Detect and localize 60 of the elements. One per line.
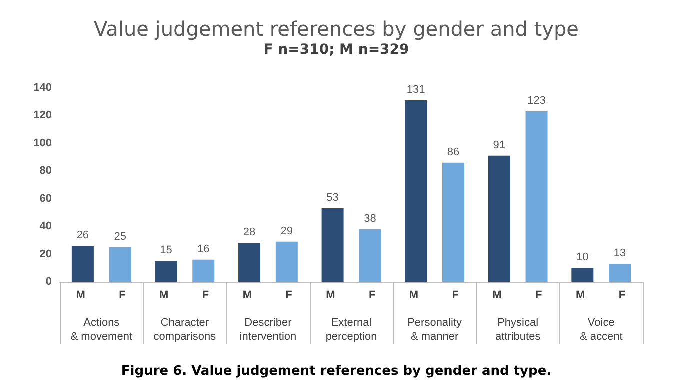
y-tick-label: 80 — [40, 165, 52, 178]
x-tick-label: Describer intervention — [240, 317, 297, 343]
text: F — [452, 290, 459, 302]
data-label: 10 — [576, 252, 589, 264]
text: F — [618, 290, 626, 302]
chart-title: Value judgement references by gender and type — [94, 17, 579, 41]
caption: Figure 6. Value judgement references by gender and type. — [121, 364, 552, 379]
text: M — [409, 290, 419, 302]
data-label: 13 — [614, 247, 626, 260]
y-tick-label: 40 — [40, 220, 52, 233]
bar — [572, 268, 594, 282]
text: M — [242, 290, 252, 302]
y-tick-label: 20 — [40, 248, 52, 260]
data-label: 16 — [198, 243, 210, 256]
y-tick-label: 120 — [34, 110, 52, 122]
chart-subtitle: F n=310; M n=329 — [264, 42, 410, 58]
data-label: 131 — [406, 84, 426, 96]
y-tick-label: 100 — [34, 137, 52, 150]
text: F — [202, 290, 210, 302]
data-label: 123 — [528, 95, 546, 108]
bar — [192, 260, 215, 282]
bar — [238, 243, 261, 282]
bar — [359, 229, 382, 282]
x-tick-label: External perception — [326, 317, 378, 343]
bar — [155, 261, 178, 282]
data-label: 26 — [76, 229, 90, 242]
bar — [109, 247, 132, 282]
x-tick-label: Personality & manner — [408, 317, 462, 343]
text: F — [536, 290, 542, 302]
bar — [276, 242, 298, 282]
text: M — [576, 290, 586, 302]
bar — [405, 100, 428, 282]
data-label: 91 — [493, 139, 506, 152]
x-tick-label: Actions & movement — [70, 317, 133, 343]
text: F — [286, 290, 292, 302]
data-label: 25 — [114, 230, 126, 243]
series-label: F — [119, 290, 126, 302]
bar — [322, 208, 344, 282]
data-label: 53 — [326, 192, 339, 204]
text: M — [160, 290, 169, 302]
bar — [609, 264, 632, 282]
text: F — [368, 290, 376, 302]
bar — [488, 156, 510, 282]
data-label: 86 — [447, 146, 460, 158]
text: M — [492, 290, 502, 302]
text: M — [326, 290, 336, 302]
bar — [442, 162, 464, 282]
data-label: 15 — [160, 244, 172, 257]
y-tick-label: 140 — [34, 82, 52, 94]
series-label: M — [76, 290, 86, 302]
x-tick-label: Voice & accent — [580, 317, 623, 343]
data-label: 28 — [243, 226, 256, 239]
y-tick-label: 60 — [40, 192, 52, 205]
bar — [72, 246, 94, 282]
y-tick-label: 0 — [46, 276, 52, 288]
bar — [526, 112, 548, 282]
x-tick-label: Physical attributes — [495, 317, 542, 343]
data-label: 29 — [280, 225, 294, 238]
data-label: 38 — [364, 212, 376, 225]
x-tick-label: Character comparisons — [154, 317, 217, 343]
